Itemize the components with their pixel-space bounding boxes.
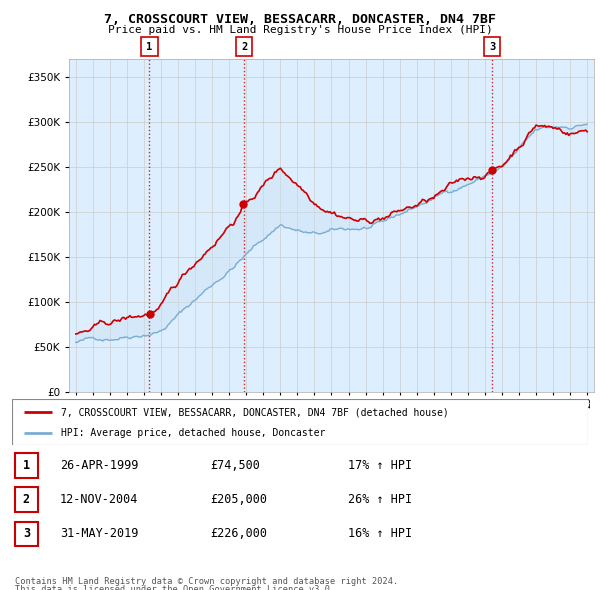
Text: Contains HM Land Registry data © Crown copyright and database right 2024.: Contains HM Land Registry data © Crown c…	[15, 577, 398, 586]
Text: 17% ↑ HPI: 17% ↑ HPI	[348, 459, 412, 472]
Text: 1: 1	[146, 42, 152, 51]
Text: 3: 3	[23, 527, 30, 540]
Text: Price paid vs. HM Land Registry's House Price Index (HPI): Price paid vs. HM Land Registry's House …	[107, 25, 493, 35]
Text: 31-MAY-2019: 31-MAY-2019	[60, 527, 139, 540]
Text: 2: 2	[241, 42, 247, 51]
Text: 2: 2	[23, 493, 30, 506]
Text: HPI: Average price, detached house, Doncaster: HPI: Average price, detached house, Donc…	[61, 428, 325, 438]
Text: £74,500: £74,500	[210, 459, 260, 472]
Text: 7, CROSSCOURT VIEW, BESSACARR, DONCASTER, DN4 7BF: 7, CROSSCOURT VIEW, BESSACARR, DONCASTER…	[104, 13, 496, 26]
Text: 26% ↑ HPI: 26% ↑ HPI	[348, 493, 412, 506]
Text: This data is licensed under the Open Government Licence v3.0.: This data is licensed under the Open Gov…	[15, 585, 335, 590]
Text: £226,000: £226,000	[210, 527, 267, 540]
Text: 12-NOV-2004: 12-NOV-2004	[60, 493, 139, 506]
Text: 1: 1	[23, 459, 30, 472]
Text: £205,000: £205,000	[210, 493, 267, 506]
Text: 26-APR-1999: 26-APR-1999	[60, 459, 139, 472]
Text: 16% ↑ HPI: 16% ↑ HPI	[348, 527, 412, 540]
Text: 3: 3	[489, 42, 495, 51]
Text: 7, CROSSCOURT VIEW, BESSACARR, DONCASTER, DN4 7BF (detached house): 7, CROSSCOURT VIEW, BESSACARR, DONCASTER…	[61, 407, 449, 417]
